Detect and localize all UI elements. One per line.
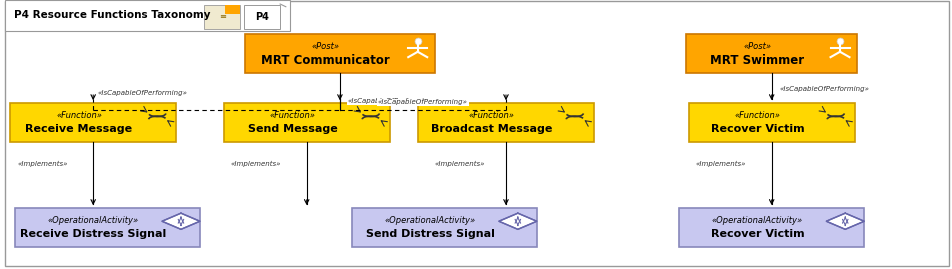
FancyBboxPatch shape (244, 5, 280, 29)
FancyBboxPatch shape (5, 0, 289, 31)
Text: «Implements»: «Implements» (435, 161, 486, 167)
Text: «OperationalActivity»: «OperationalActivity» (385, 216, 476, 225)
FancyBboxPatch shape (245, 34, 435, 73)
Polygon shape (826, 213, 864, 229)
Text: Recover Victim: Recover Victim (710, 125, 804, 134)
Text: P4: P4 (255, 12, 269, 22)
FancyBboxPatch shape (686, 34, 857, 73)
Text: «OperationalActivity»: «OperationalActivity» (712, 216, 803, 225)
Text: Send Message: Send Message (248, 125, 337, 134)
Text: «Function»: «Function» (56, 111, 102, 120)
Text: «Function»: «Function» (735, 111, 781, 120)
Text: «Function»: «Function» (269, 111, 315, 120)
Polygon shape (499, 213, 537, 229)
Text: «Post»: «Post» (311, 42, 340, 51)
FancyBboxPatch shape (225, 5, 240, 14)
FancyBboxPatch shape (5, 1, 949, 266)
FancyBboxPatch shape (205, 5, 240, 29)
Text: «Function»: «Function» (468, 111, 515, 120)
FancyBboxPatch shape (352, 208, 537, 247)
FancyBboxPatch shape (679, 208, 864, 247)
Polygon shape (162, 213, 200, 229)
Text: Broadcast Message: Broadcast Message (431, 125, 552, 134)
Text: Recover Victim: Recover Victim (710, 229, 804, 239)
Text: «IsCapableOfPerforming»: «IsCapableOfPerforming» (98, 90, 188, 96)
FancyBboxPatch shape (688, 103, 855, 142)
Text: ≡: ≡ (219, 12, 226, 21)
FancyBboxPatch shape (224, 103, 389, 142)
Text: Receive Distress Signal: Receive Distress Signal (20, 229, 167, 239)
Text: Receive Message: Receive Message (26, 125, 132, 134)
Text: «Implements»: «Implements» (17, 161, 68, 167)
Text: P4 Resource Functions Taxonomy: P4 Resource Functions Taxonomy (14, 10, 211, 20)
FancyBboxPatch shape (15, 208, 200, 247)
Text: «Implements»: «Implements» (230, 161, 281, 167)
Text: «IsCapableOfPerforming»: «IsCapableOfPerforming» (347, 98, 438, 104)
Text: «OperationalActivity»: «OperationalActivity» (48, 216, 139, 225)
Text: «Implements»: «Implements» (696, 161, 746, 167)
FancyBboxPatch shape (10, 103, 176, 142)
Text: «IsCapableOfPerforming»: «IsCapableOfPerforming» (378, 99, 467, 105)
Text: «IsCapableOfPerforming»: «IsCapableOfPerforming» (780, 86, 869, 92)
Text: «Post»: «Post» (744, 42, 771, 51)
Text: MRT Swimmer: MRT Swimmer (710, 54, 804, 67)
FancyBboxPatch shape (418, 103, 594, 142)
Text: MRT Communicator: MRT Communicator (261, 54, 390, 67)
Text: Send Distress Signal: Send Distress Signal (366, 229, 494, 239)
